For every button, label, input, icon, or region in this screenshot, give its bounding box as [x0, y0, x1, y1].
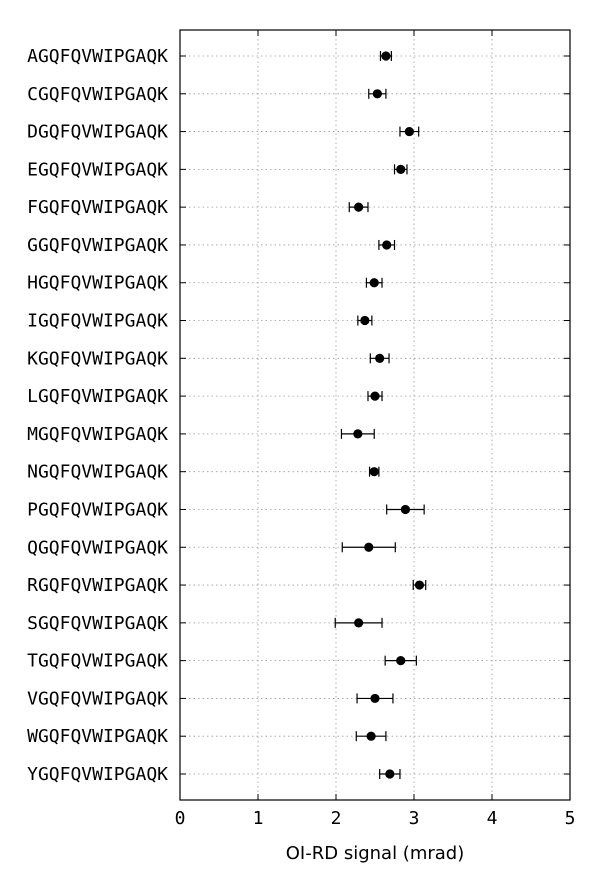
- y-tick-label: DGQFQVWIPGAQK: [27, 122, 168, 143]
- y-tick-label: CGQFQVWIPGAQK: [27, 84, 168, 105]
- data-point: [354, 618, 364, 628]
- y-tick-label: NGQFQVWIPGAQK: [27, 462, 168, 483]
- data-point: [396, 164, 406, 174]
- data-point: [366, 731, 376, 741]
- y-tick-label: YGQFQVWIPGAQK: [27, 764, 168, 785]
- y-tick-label: MGQFQVWIPGAQK: [27, 424, 168, 445]
- data-point: [369, 278, 379, 288]
- plot-frame: [179, 29, 571, 801]
- label-layer: 0 1 2 3 4 5 AGQFQVWIPGAQK CGQFQVWIPGAQK DGQFQVWI…: [27, 46, 575, 829]
- y-tick-label: WGQFQVWIPGAQK: [27, 726, 168, 747]
- data-point: [414, 580, 425, 590]
- y-tick-label: GGQFQVWIPGAQK: [27, 235, 168, 256]
- x-tick-label: 1: [253, 808, 264, 829]
- y-tick-label: AGQFQVWIPGAQK: [27, 46, 168, 67]
- data-point: [364, 542, 374, 552]
- data-point: [370, 693, 380, 704]
- data-point: [369, 467, 379, 477]
- x-tick-label: 4: [487, 808, 498, 829]
- x-tick-label: 2: [331, 808, 342, 829]
- data-layer: [334, 51, 427, 779]
- data-point: [370, 391, 380, 401]
- data-point: [360, 315, 370, 326]
- data-point: [385, 769, 395, 779]
- y-tick-label: QGQFQVWIPGAQK: [27, 537, 168, 558]
- data-point: [382, 240, 392, 250]
- data-point: [354, 202, 364, 212]
- grid-layer: [180, 30, 570, 800]
- data-point: [404, 126, 414, 137]
- data-point: [372, 89, 382, 99]
- y-tick-label: IGQFQVWIPGAQK: [27, 311, 168, 332]
- x-tick-label: 5: [565, 808, 576, 829]
- y-tick-label: RGQFQVWIPGAQK: [27, 575, 168, 596]
- data-point: [396, 656, 406, 666]
- data-point: [375, 353, 385, 363]
- y-tick-label: TGQFQVWIPGAQK: [27, 651, 168, 672]
- x-axis-label: OI-RD signal (mrad): [286, 843, 464, 864]
- tick-layer: [179, 30, 571, 800]
- y-tick-label: VGQFQVWIPGAQK: [27, 688, 168, 709]
- y-tick-label: FGQFQVWIPGAQK: [27, 197, 168, 218]
- x-tick-label: 3: [409, 808, 420, 829]
- y-tick-label: SGQFQVWIPGAQK: [27, 613, 168, 634]
- data-point: [381, 51, 391, 61]
- x-tick-label: 0: [175, 808, 186, 829]
- y-tick-label: HGQFQVWIPGAQK: [27, 273, 168, 294]
- y-tick-label: KGQFQVWIPGAQK: [27, 348, 168, 369]
- data-point: [353, 429, 363, 439]
- data-point: [400, 504, 411, 515]
- y-tick-label: LGQFQVWIPGAQK: [27, 386, 168, 407]
- y-tick-label: EGQFQVWIPGAQK: [27, 159, 168, 180]
- y-tick-label: PGQFQVWIPGAQK: [27, 499, 168, 520]
